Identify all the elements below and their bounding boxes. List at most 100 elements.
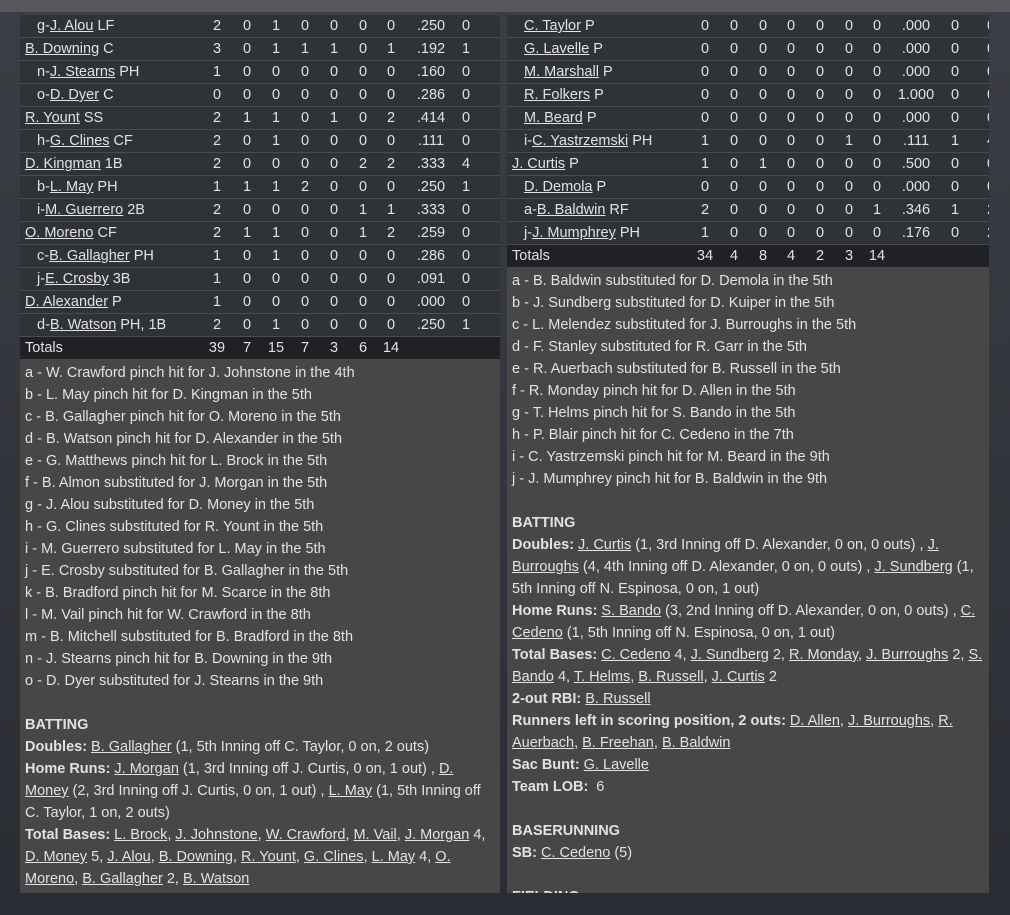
player-link[interactable]: G. Lavelle [524,41,590,57]
player-link[interactable]: R. Folkers [524,87,591,103]
player-link[interactable]: G. Lavelle [583,757,649,773]
stat: 0 [271,64,281,80]
player-link[interactable]: M. Vail [353,827,397,843]
player-link[interactable]: B. Freehan [582,735,654,751]
player-link[interactable]: B. Russell [585,691,651,707]
player-link[interactable]: J. Sundberg [690,647,769,663]
player-link[interactable]: D. Demola [524,179,593,195]
player-link[interactable]: D. Money [25,849,88,865]
stat: 0 [786,18,796,34]
player-link[interactable]: J. Curtis [711,669,765,685]
player-link[interactable]: B. Baldwin [661,735,731,751]
player-link[interactable]: M. Beard [524,110,583,126]
player-link[interactable]: R. Yount [241,849,296,865]
stat: 0 [815,225,825,241]
sub-note: e - R. Auerbach substituted for B. Russe… [512,361,841,377]
player-link[interactable]: D. Allen [789,713,840,729]
player-link[interactable]: J. Mumphrey [532,225,616,241]
player-link[interactable]: E. Crosby [45,271,109,287]
stat: 0 [786,110,796,126]
stat: 0 [300,294,310,310]
text: 4, [415,849,436,865]
player-link[interactable]: M. Guerrero [45,202,124,218]
player-link[interactable]: R. Yount [25,110,80,126]
player-link[interactable]: M. Marshall [524,64,599,80]
stat-label: 2-out RBI: [512,691,582,707]
player-link[interactable]: J. Curtis [512,156,566,172]
stat: 1 [461,179,471,195]
player-link[interactable]: G. Clines [49,133,110,149]
player-link[interactable]: J. Stearns [49,64,116,80]
player-link[interactable]: D. Dyer [49,87,100,103]
player-link[interactable]: W. Crawford [265,827,346,843]
player-link[interactable]: L. May [328,783,373,799]
stat: 0 [844,87,854,103]
stat: 2 [212,317,222,333]
stat: 0 [329,294,339,310]
player-link[interactable]: B. Gallagher [91,739,172,755]
stat: 0 [950,156,960,172]
stat: 0 [358,317,368,333]
stat: 0 [386,64,396,80]
player-link[interactable]: O. Moreno [25,849,451,887]
player-link[interactable]: L. May [371,849,416,865]
player-link[interactable]: R. Auerbach [512,713,953,751]
player-link[interactable]: B. Baldwin [536,202,606,218]
section-heading: BATTING [25,717,89,733]
player-link[interactable]: J. Alou [107,849,151,865]
player-link[interactable]: J. Morgan [404,827,470,843]
player-link[interactable]: C. Cedeno [512,603,976,641]
stat: 0 [872,156,882,172]
player-link[interactable]: C. Cedeno [601,647,671,663]
player-name-cell: C. Taylor P [524,15,595,37]
text: (1, 3rd Inning off D. Alexander, 0 on, 0… [631,537,928,553]
stat-line: Runners left in scoring position, 2 outs… [512,710,984,754]
total-stat: 2 [815,248,825,264]
total-stat: 14 [868,248,886,264]
player-link[interactable]: B. Watson [49,317,117,333]
stat-label: Total Bases: [25,827,111,843]
player-link[interactable]: C. Taylor [524,18,581,34]
player-link[interactable]: G. Clines [303,849,364,865]
player-link[interactable]: D. Money [25,761,454,799]
player-link[interactable]: B. Gallagher [82,871,163,887]
player-link[interactable]: R. Monday [789,647,859,663]
player-link[interactable]: J. Burroughs [866,647,949,663]
player-link[interactable]: B. Gallagher [49,248,130,264]
player-link[interactable]: B. Downing [25,41,100,57]
player-link[interactable]: J. Sundberg [874,559,953,575]
player-link[interactable]: L. Brock [114,827,168,843]
player-link[interactable]: S. Bando [512,647,983,685]
player-link[interactable]: B. Downing [158,849,233,865]
player-link[interactable]: B. Russell [638,669,704,685]
player-link[interactable]: J. Curtis [578,537,632,553]
player-link[interactable]: L. May [49,179,94,195]
text: , [858,647,867,663]
stat-label: Doubles: [25,739,88,755]
player-link[interactable]: D. Alexander [25,294,109,310]
totals-label: Totals [25,340,63,356]
stat: 0 [844,64,854,80]
total-stat: 4 [729,248,739,264]
stat: 0 [815,133,825,149]
stat: 0 [329,317,339,333]
stat: 0 [786,225,796,241]
player-link[interactable]: J. Morgan [114,761,179,777]
player-link[interactable]: J. Burroughs [512,537,939,575]
player-link[interactable]: T. Helms [573,669,631,685]
player-link[interactable]: J. Alou [49,18,94,34]
stat: 0 [786,133,796,149]
player-link[interactable]: J. Burroughs [847,713,931,729]
player-link[interactable]: C. Cedeno [540,845,611,861]
player-link[interactable]: S. Bando [601,603,662,619]
stat: 0 [242,317,252,333]
player-link[interactable]: O. Moreno [25,225,94,241]
player-link[interactable]: J. Johnstone [175,827,258,843]
player-link[interactable]: D. Kingman [25,156,101,172]
player-link[interactable]: B. Watson [183,871,250,887]
stat: 2 [386,156,396,172]
position: 3B [112,271,131,287]
player-link[interactable]: C. Yastrzemski [532,133,629,149]
